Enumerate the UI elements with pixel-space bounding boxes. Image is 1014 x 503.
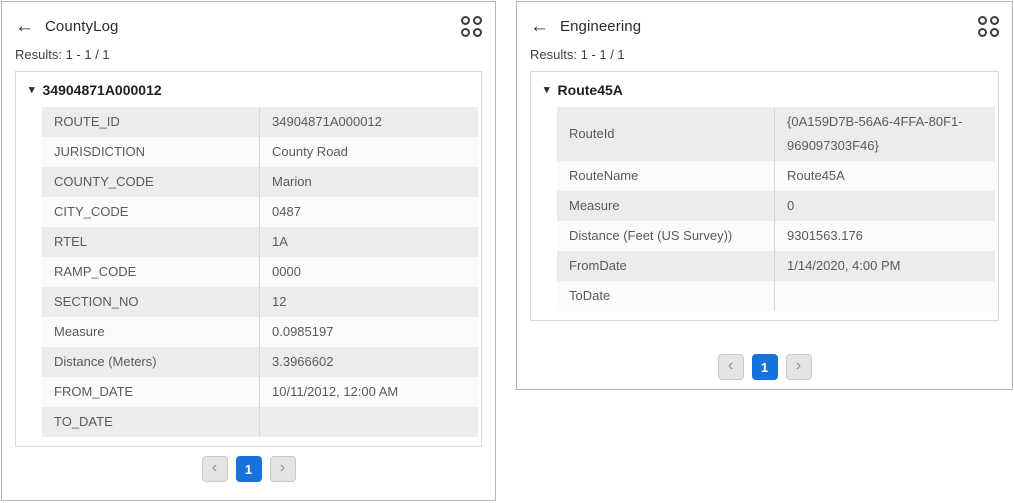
table-row: CITY_CODE 0487 [42,197,478,227]
next-page-button[interactable]: › [785,354,812,380]
attribute-label: FROM_DATE [54,384,134,399]
attribute-value: 1A [259,227,478,257]
attribute-label: FromDate [569,258,627,273]
attribute-value: 0487 [259,197,478,227]
feature-card: ▾ 34904871A000012 ROUTE_ID 34904871A0000… [15,71,482,447]
attribute-label: ToDate [569,288,611,303]
feature-card: ▾ Route45A RouteId {0A159D7B-56A6-4FFA-8… [530,71,999,321]
select-tools-icon[interactable] [461,15,482,37]
table-row: Distance (Meters) 3.3966602 [42,347,478,377]
chevron-right-icon: › [279,459,286,476]
attribute-label: TO_DATE [54,414,113,429]
attribute-label: COUNTY_CODE [54,174,154,189]
table-row: Distance (Feet (US Survey)) 9301563.176 [557,221,995,251]
attribute-label: Measure [569,198,620,213]
panel-header: ← CountyLog [15,14,482,38]
attribute-value: {0A159D7B-56A6-4FFA-80F1-969097303F46} [774,107,995,161]
table-row: JURISDICTION County Road [42,137,478,167]
table-row: ToDate [557,281,995,311]
table-row: ROUTE_ID 34904871A000012 [42,107,478,137]
table-row: RouteId {0A159D7B-56A6-4FFA-80F1-9690973… [557,107,995,161]
attribute-value: 12 [259,287,478,317]
panel-title: Engineering [560,17,642,35]
attribute-value: 34904871A000012 [259,107,478,137]
table-row: TO_DATE [42,407,478,437]
attribute-value: 0000 [259,257,478,287]
chevron-left-icon: ‹ [211,459,218,476]
table-row: RouteName Route45A [557,161,995,191]
attribute-label: RTEL [54,234,87,249]
table-row: Measure 0 [557,191,995,221]
attribute-table: ROUTE_ID 34904871A000012 JURISDICTION Co… [42,107,478,437]
select-tools-icon[interactable] [978,15,999,37]
panel-header: ← Engineering [530,14,999,38]
next-page-button[interactable]: › [269,456,296,482]
back-arrow-icon: ← [15,15,34,37]
attribute-label: Distance (Meters) [54,354,157,369]
panel-title: CountyLog [45,17,119,35]
chevron-right-icon: › [795,357,802,374]
table-row: RAMP_CODE 0000 [42,257,478,287]
back-button[interactable]: ← [15,17,34,36]
chevron-left-icon: ‹ [727,357,734,374]
feature-header[interactable]: ▾ 34904871A000012 [29,80,478,101]
attribute-value: Route45A [774,161,995,191]
attribute-value: 9301563.176 [774,221,995,251]
page-1-button[interactable]: 1 [751,354,778,380]
previous-page-button[interactable]: ‹ [717,354,744,380]
table-row: FROM_DATE 10/11/2012, 12:00 AM [42,377,478,407]
countylog-results-panel: ← CountyLog Results: 1 - 1 / 1 ▾ 3490487… [1,1,496,501]
attribute-value: Marion [259,167,478,197]
table-row: RTEL 1A [42,227,478,257]
previous-page-button[interactable]: ‹ [201,456,228,482]
attribute-label: Distance (Feet (US Survey)) [569,228,733,243]
attribute-value: 0 [774,191,995,221]
pagination: ‹ 1 › [2,456,495,482]
attribute-label: SECTION_NO [54,294,139,309]
attribute-label: CITY_CODE [54,204,129,219]
attribute-label: JURISDICTION [54,144,145,159]
attribute-value: 3.3966602 [259,347,478,377]
attribute-value: 10/11/2012, 12:00 AM [259,377,478,407]
attribute-label: RouteId [569,126,615,141]
page-1-button[interactable]: 1 [235,456,262,482]
collapse-triangle-icon: ▾ [29,83,35,96]
feature-header[interactable]: ▾ Route45A [544,80,995,101]
collapse-triangle-icon: ▾ [544,83,550,96]
feature-title: 34904871A000012 [42,82,162,98]
back-arrow-icon: ← [530,15,549,37]
attribute-value: County Road [259,137,478,167]
pagination: ‹ 1 › [517,354,1012,380]
table-row: COUNTY_CODE Marion [42,167,478,197]
feature-title: Route45A [557,82,623,98]
attribute-label: Measure [54,324,105,339]
attribute-value: 1/14/2020, 4:00 PM [774,251,995,281]
attribute-label: RouteName [569,168,639,183]
attribute-value: 0.0985197 [259,317,478,347]
attribute-label: ROUTE_ID [54,114,120,129]
table-row: FromDate 1/14/2020, 4:00 PM [557,251,995,281]
back-button[interactable]: ← [530,17,549,36]
table-row: SECTION_NO 12 [42,287,478,317]
engineering-results-panel: ← Engineering Results: 1 - 1 / 1 ▾ Route… [516,1,1013,390]
results-count: Results: 1 - 1 / 1 [15,47,110,62]
attribute-table: RouteId {0A159D7B-56A6-4FFA-80F1-9690973… [557,107,995,311]
results-count: Results: 1 - 1 / 1 [530,47,625,62]
attribute-value [259,407,478,437]
table-row: Measure 0.0985197 [42,317,478,347]
attribute-label: RAMP_CODE [54,264,137,279]
attribute-value [774,281,995,311]
